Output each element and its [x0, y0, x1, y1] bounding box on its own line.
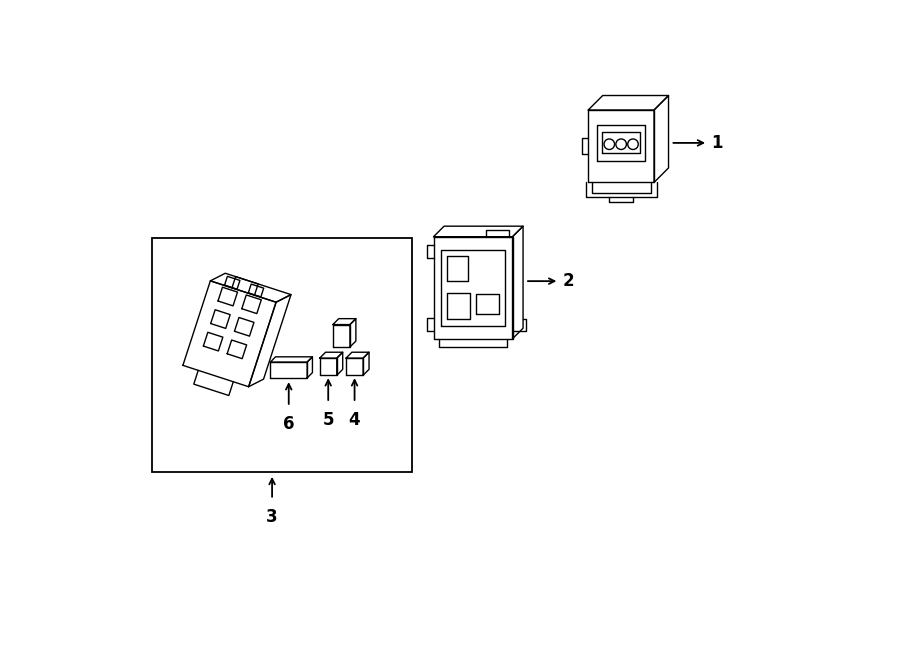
Bar — [152, 239, 412, 472]
Text: 6: 6 — [283, 414, 294, 433]
Text: 4: 4 — [348, 410, 360, 429]
Text: 3: 3 — [266, 508, 278, 526]
Text: 1: 1 — [711, 134, 723, 152]
Text: 5: 5 — [322, 410, 334, 429]
Text: 2: 2 — [562, 272, 574, 290]
